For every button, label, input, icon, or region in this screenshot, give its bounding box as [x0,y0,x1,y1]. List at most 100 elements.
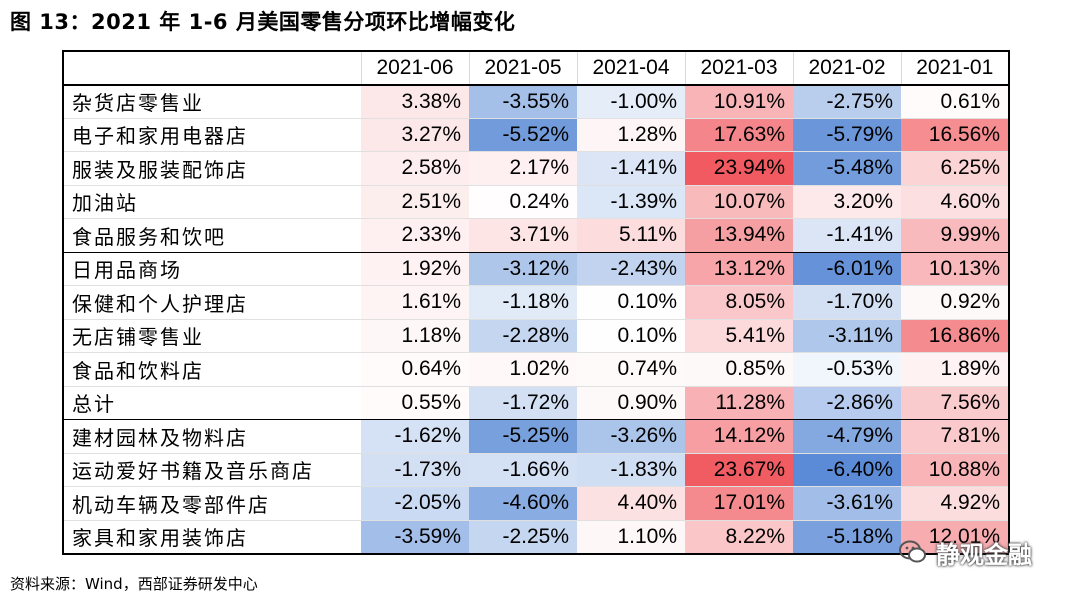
value-cell: 6.25% [901,151,1009,186]
value-cell: -5.79% [793,118,901,152]
table-body: 杂货店零售业 3.38% -3.55% -1.00% 10.91% -2.75% 0.61%… [63,84,1009,554]
value-cell: 2.58% [361,151,469,186]
value-cell: 1.61% [361,285,469,320]
value-cell: -4.79% [793,419,901,454]
value-cell: 5.11% [577,218,685,253]
value-cell: 4.40% [577,486,685,521]
value-cell: -3.55% [469,84,577,119]
value-cell: 3.20% [793,185,901,219]
value-cell: 1.18% [361,319,469,353]
value-cell: 1.92% [361,252,469,286]
watermark: 静观金融 [898,532,1032,572]
row-label: 无店铺零售业 [63,319,361,353]
value-cell: 0.61% [901,84,1009,119]
row-label: 保健和个人护理店 [63,285,361,320]
value-cell: 3.38% [361,84,469,119]
value-cell: 0.10% [577,285,685,320]
value-cell: 2.17% [469,151,577,186]
value-cell: 8.22% [685,520,793,554]
value-cell: 0.90% [577,386,685,420]
value-cell: 10.07% [685,185,793,219]
value-cell: -1.73% [361,453,469,487]
value-cell: 0.55% [361,386,469,420]
value-cell: -1.41% [577,151,685,186]
value-cell: 14.12% [685,419,793,454]
value-cell: 16.56% [901,118,1009,152]
table-row: 日用品商场 1.92% -3.12% -2.43% 13.12% -6.01% 10.13% [63,252,1009,286]
table-row: 保健和个人护理店 1.61% -1.18% 0.10% 8.05% -1.70% 0.92% [63,285,1009,320]
row-label: 日用品商场 [63,252,361,286]
row-label: 机动车辆及零部件店 [63,486,361,521]
column-header-2021-01: 2021-01 [900,51,1009,86]
source-note: 资料来源：Wind，西部证券研发中心 [10,575,258,593]
value-cell: 10.13% [901,252,1009,286]
value-cell: -2.43% [577,252,685,286]
table-row: 建材园林及物料店 -1.62% -5.25% -3.26% 14.12% -4.79% 7.… [63,419,1009,454]
value-cell: 2.51% [361,185,469,219]
value-cell: 4.60% [901,185,1009,219]
row-label: 加油站 [63,185,361,219]
table-row: 运动爱好书籍及音乐商店 -1.73% -1.66% -1.83% 23.67% -6.40… [63,453,1009,487]
value-cell: 2.33% [361,218,469,253]
wechat-icon [899,540,926,563]
column-header-2021-06: 2021-06 [360,51,469,86]
row-label: 总计 [63,386,361,420]
header-category [63,51,361,86]
value-cell: -3.61% [793,486,901,521]
value-cell: -5.52% [469,118,577,152]
value-cell: -2.25% [469,520,577,554]
value-cell: 13.12% [685,252,793,286]
value-cell: 1.10% [577,520,685,554]
value-cell: -1.41% [793,218,901,253]
table-row: 机动车辆及零部件店 -2.05% -4.60% 4.40% 17.01% -3.61% 4.… [63,486,1009,521]
value-cell: 8.05% [685,285,793,320]
column-header-2021-04: 2021-04 [576,51,685,86]
value-cell: -0.53% [793,352,901,387]
value-cell: 10.91% [685,84,793,119]
value-cell: 4.92% [901,486,1009,521]
value-cell: 23.67% [685,453,793,487]
value-cell: -1.70% [793,285,901,320]
value-cell: -5.18% [793,520,901,554]
value-cell: -5.25% [469,419,577,454]
table-row: 电子和家用电器店 3.27% -5.52% 1.28% 17.63% -5.79% 16.5… [63,118,1009,152]
value-cell: 1.02% [469,352,577,387]
value-cell: -1.00% [577,84,685,119]
value-cell: 7.56% [901,386,1009,420]
value-cell: -4.60% [469,486,577,521]
table-row: 服装及服装配饰店 2.58% 2.17% -1.41% 23.94% -5.48% 6.25… [63,151,1009,186]
value-cell: -1.72% [469,386,577,420]
value-cell: 1.89% [901,352,1009,387]
value-cell: -5.48% [793,151,901,186]
table-row: 总计 0.55% -1.72% 0.90% 11.28% -2.86% 7.56% [63,386,1009,420]
column-header-2021-05: 2021-05 [468,51,577,86]
value-cell: 3.71% [469,218,577,253]
value-cell: -1.66% [469,453,577,487]
row-label: 建材园林及物料店 [63,419,361,454]
value-cell: 0.85% [685,352,793,387]
value-cell: -3.26% [577,419,685,454]
column-header-2021-03: 2021-03 [684,51,793,86]
heatmap-table-container: 2021-06 2021-05 2021-04 2021-03 2021-02 2021-… [62,50,1010,555]
figure-title: 图 13：2021 年 1-6 月美国零售分项环比增幅变化 [10,10,516,34]
row-label: 食品服务和饮吧 [63,218,361,253]
header-row: 2021-06 2021-05 2021-04 2021-03 2021-02 2021-… [63,51,1009,86]
column-header-2021-02: 2021-02 [792,51,901,86]
heatmap-table: 2021-06 2021-05 2021-04 2021-03 2021-02 2021-… [62,50,1010,555]
value-cell: -2.28% [469,319,577,353]
value-cell: -1.18% [469,285,577,320]
value-cell: 0.92% [901,285,1009,320]
value-cell: 0.74% [577,352,685,387]
value-cell: 17.01% [685,486,793,521]
value-cell: -6.40% [793,453,901,487]
value-cell: -1.83% [577,453,685,487]
value-cell: -6.01% [793,252,901,286]
value-cell: 17.63% [685,118,793,152]
row-label: 家具和家用装饰店 [63,520,361,554]
value-cell: 9.99% [901,218,1009,253]
watermark-text: 静观金融 [936,540,1032,569]
table-row: 家具和家用装饰店 -3.59% -2.25% 1.10% 8.22% -5.18% 12.0… [63,520,1009,554]
value-cell: -2.05% [361,486,469,521]
value-cell: 7.81% [901,419,1009,454]
value-cell: 13.94% [685,218,793,253]
